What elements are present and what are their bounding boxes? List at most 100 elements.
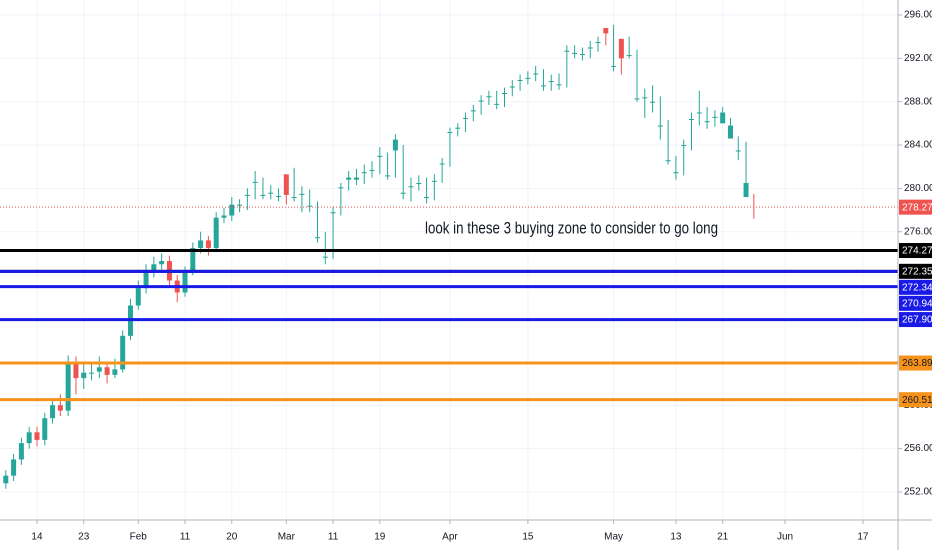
price-label: 260.51 <box>902 395 932 406</box>
candle-body <box>361 172 367 174</box>
candle-body <box>42 418 48 440</box>
candle-body <box>96 367 102 372</box>
candle-body <box>143 271 149 289</box>
candle-body <box>572 52 578 54</box>
price-label-box <box>899 355 932 371</box>
y-tick-label: 292.00 <box>904 53 932 64</box>
candle-body <box>182 271 188 293</box>
candle-body <box>603 27 609 34</box>
price-label: 274.27 <box>902 246 932 257</box>
x-tick-label: 20 <box>226 532 238 543</box>
candle-body <box>26 432 32 444</box>
candle-body <box>205 240 211 249</box>
candle-body <box>385 175 391 177</box>
y-tick-label: 288.00 <box>904 96 932 107</box>
candle-body <box>720 112 726 124</box>
candle-body <box>353 177 359 180</box>
candle-body <box>486 96 492 98</box>
candle-body <box>307 205 313 207</box>
candle-body <box>626 55 632 57</box>
x-tick-label: 11 <box>328 532 339 543</box>
y-tick-label: 256.00 <box>904 443 932 454</box>
candle-body <box>369 169 375 171</box>
candle-body <box>525 77 531 79</box>
candle-body <box>673 172 679 174</box>
price-label: 272.34 <box>902 282 932 293</box>
x-tick-label: 11 <box>180 532 191 543</box>
candle-body <box>470 110 476 112</box>
price-label-box <box>899 392 932 408</box>
x-tick-label: Mar <box>278 532 296 543</box>
candle-body <box>268 192 274 194</box>
candle-body <box>221 215 227 218</box>
candle-body <box>322 256 328 258</box>
candle-body <box>727 125 733 139</box>
x-tick-label: 21 <box>717 532 729 543</box>
candle-body <box>120 335 126 370</box>
candle-body <box>416 182 422 184</box>
candle-body <box>564 50 570 52</box>
candle-body <box>533 73 539 75</box>
candle-body <box>190 248 196 272</box>
candle-body <box>65 361 71 411</box>
x-tick-label: 17 <box>857 532 869 543</box>
candle-body <box>494 103 500 105</box>
candle-body <box>237 204 243 206</box>
candle-body <box>665 160 671 162</box>
candle-body <box>509 86 515 88</box>
x-tick-label: 15 <box>522 532 534 543</box>
price-label-box <box>899 312 932 328</box>
candle-body <box>198 240 204 249</box>
candle-body <box>213 217 219 249</box>
price-label-box <box>899 295 932 311</box>
candle-body <box>151 264 157 272</box>
candle-body <box>252 181 258 183</box>
candle-body <box>408 186 414 188</box>
candle-body <box>104 367 110 375</box>
candle-body <box>517 80 523 81</box>
price-label-box <box>899 263 932 279</box>
candle-body <box>244 194 250 196</box>
candle-body <box>57 405 63 411</box>
candle-body <box>291 197 297 199</box>
candle-body <box>689 119 695 121</box>
candle-body <box>657 125 663 127</box>
price-label-box <box>899 243 932 259</box>
candle-body <box>135 288 141 306</box>
x-tick-label: 19 <box>374 532 386 543</box>
candle-body <box>346 177 352 180</box>
price-label: 267.90 <box>902 315 932 326</box>
candle-body <box>112 369 118 375</box>
x-tick-label: 14 <box>31 532 43 543</box>
price-label: 270.94 <box>902 298 932 309</box>
candle-body <box>3 475 9 484</box>
candle-body <box>478 100 484 102</box>
candle-body <box>595 42 601 44</box>
y-tick-label: 284.00 <box>904 140 932 151</box>
x-tick-label: Jun <box>777 532 793 543</box>
candle-body <box>229 204 235 216</box>
candle-body <box>735 150 741 152</box>
price-label: 278.27 <box>902 202 932 213</box>
candle-body <box>540 85 546 87</box>
candle-body <box>73 361 79 379</box>
candle-body <box>696 112 702 114</box>
candle-body <box>299 193 305 195</box>
price-label-box <box>899 199 932 215</box>
y-tick-label: 296.00 <box>904 10 932 21</box>
candle-body <box>283 174 289 195</box>
candle-body <box>611 65 617 67</box>
x-tick-label: 13 <box>670 532 682 543</box>
candle-body <box>81 372 87 379</box>
x-tick-label: May <box>604 532 623 543</box>
annotation: look in these 3 buying zone to consider … <box>425 218 718 237</box>
candle-body <box>18 443 24 460</box>
candle-body <box>681 145 687 147</box>
candle-body <box>447 132 453 134</box>
x-tick-label: 23 <box>78 532 90 543</box>
price-label: 272.35 <box>902 266 932 277</box>
candle-body <box>743 182 749 198</box>
x-tick-label: Feb <box>130 532 148 543</box>
candle-body <box>642 97 648 99</box>
